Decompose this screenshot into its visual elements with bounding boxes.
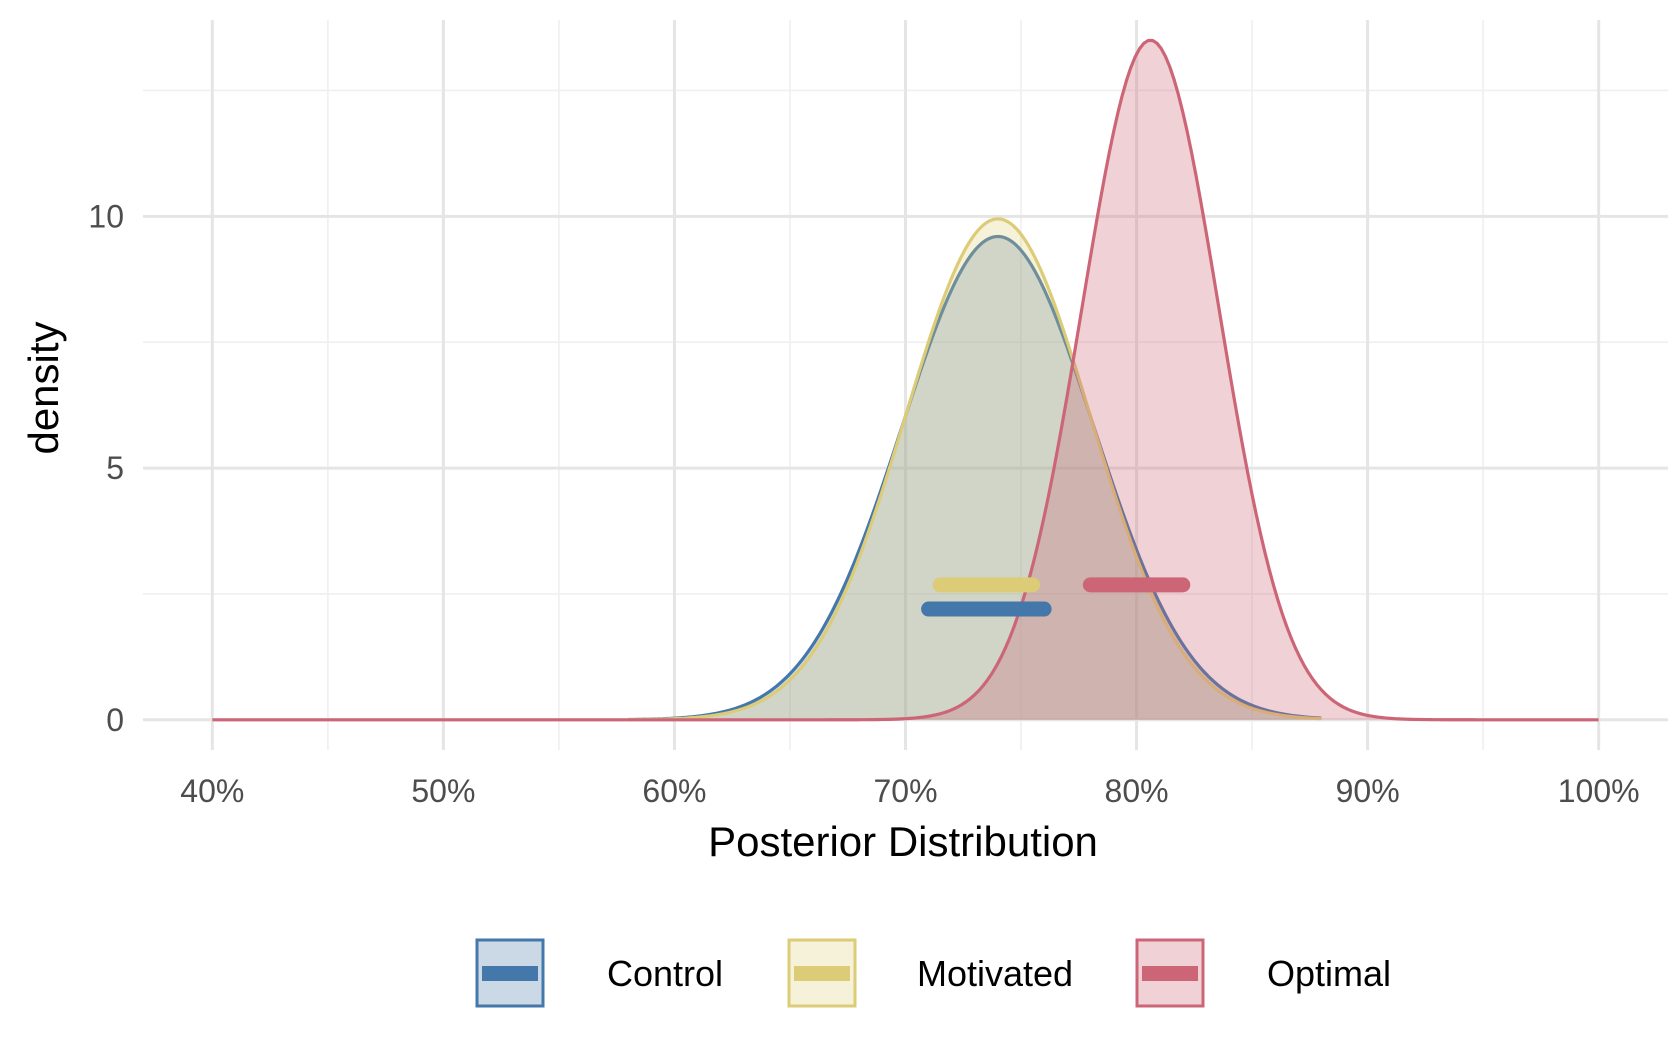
legend-layer: Control Motivated Optimal [475,938,1391,1008]
x-tick-label: 60% [642,773,706,809]
density-area-optimal [212,40,1599,720]
area-layer [212,38,1599,722]
y-axis-title: density [20,321,67,454]
interval-layer [921,577,1191,617]
density-line-optimal [212,38,1599,722]
legend-label-motivated: Motivated [917,953,1073,994]
x-tick-label: 70% [873,773,937,809]
x-tick-label: 100% [1558,773,1640,809]
density-line-control [628,234,1322,722]
x-tick-label: 40% [180,773,244,809]
legend-interval-motivated [794,966,850,981]
x-tick-label: 90% [1336,773,1400,809]
x-tick-label: 50% [411,773,475,809]
legend-interval-control [482,966,538,981]
axis-layer: 40% 50% 60% 70% 80% 90% 100% 0 5 10 [88,198,1639,809]
density-area-control [628,236,1322,720]
y-tick-label: 10 [88,198,124,234]
y-tick-label: 5 [106,450,124,486]
x-tick-label: 80% [1105,773,1169,809]
x-axis-title: Posterior Distribution [708,818,1098,865]
legend-label-control: Control [607,953,723,994]
density-line-motivated [628,217,1322,722]
y-tick-label: 0 [106,702,124,738]
legend-label-optimal: Optimal [1267,953,1391,994]
density-area-motivated [628,218,1322,720]
legend-interval-optimal [1142,966,1198,981]
